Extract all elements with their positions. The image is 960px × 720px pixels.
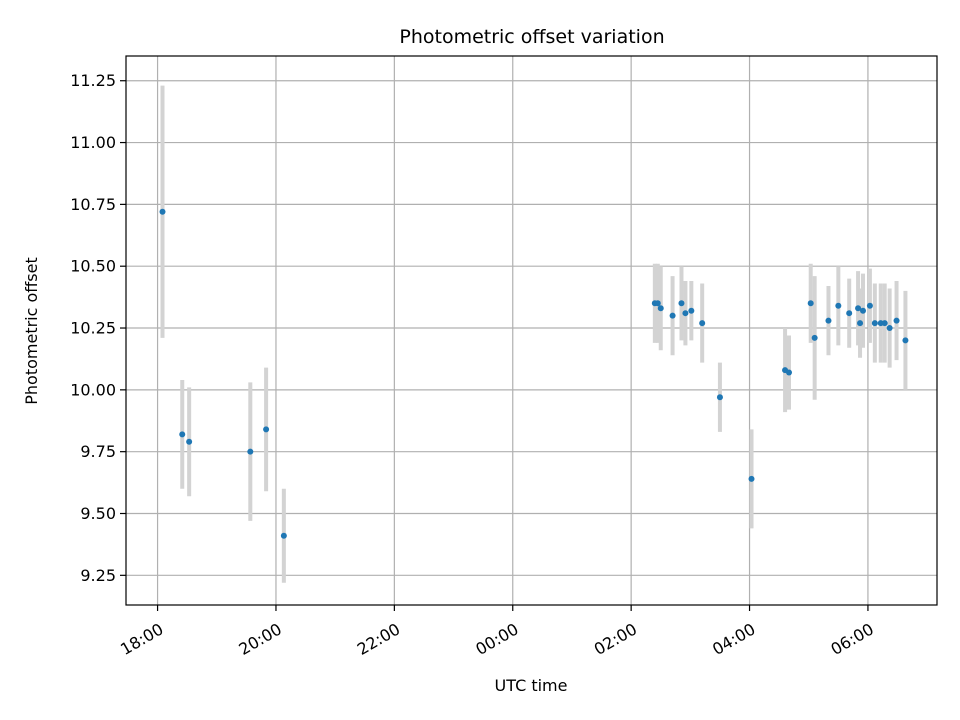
- y-tick-label: 9.75: [80, 442, 116, 461]
- data-point: [866, 302, 873, 309]
- data-point: [846, 310, 853, 317]
- y-tick-label: 11.25: [70, 71, 116, 90]
- data-point: [682, 310, 689, 317]
- grid: [126, 56, 937, 605]
- data-point: [247, 448, 254, 455]
- data-point: [699, 320, 706, 327]
- data-point: [688, 307, 695, 314]
- data-point: [855, 305, 862, 312]
- data-point: [280, 532, 287, 539]
- data-point: [893, 317, 900, 324]
- x-tick-label: 04:00: [709, 619, 758, 659]
- data-point: [263, 426, 270, 433]
- y-tick-label: 11.00: [70, 133, 116, 152]
- y-axis: 9.25 9.50 9.75 10.00 10.25 10.50 10.75 11.00 11.…: [70, 71, 126, 585]
- data-points: [159, 208, 909, 539]
- data-point: [871, 320, 878, 327]
- data-point: [825, 317, 832, 324]
- data-point: [669, 312, 676, 319]
- data-point: [678, 300, 685, 307]
- y-tick-label: 10.75: [70, 195, 116, 214]
- data-point: [857, 320, 864, 327]
- x-tick-label: 20:00: [236, 619, 285, 659]
- data-point: [716, 394, 723, 401]
- data-point: [807, 300, 814, 307]
- x-tick-label: 18:00: [117, 619, 166, 659]
- plot-frame: [125, 55, 938, 606]
- data-point: [860, 307, 867, 314]
- error-bars: [160, 85, 908, 583]
- data-point: [902, 337, 909, 344]
- y-axis-label: Photometric offset: [22, 257, 41, 405]
- y-tick-label: 9.50: [80, 504, 116, 523]
- y-tick-label: 10.50: [70, 257, 116, 276]
- data-point: [786, 369, 793, 376]
- x-tick-label: 02:00: [591, 619, 640, 659]
- data-point: [654, 300, 661, 307]
- x-axis-label: UTC time: [495, 676, 568, 695]
- x-tick-label: 06:00: [828, 619, 877, 659]
- data-point: [881, 320, 888, 327]
- data-point: [748, 475, 755, 482]
- y-tick-label: 10.00: [70, 380, 116, 399]
- x-tick-label: 00:00: [472, 619, 521, 659]
- x-tick-label: 22:00: [354, 619, 403, 659]
- data-point: [179, 431, 186, 438]
- x-axis: 18:00 20:00 22:00 00:00 02:00 04:00 06:00: [117, 605, 877, 659]
- chart-title: Photometric offset variation: [399, 26, 664, 48]
- data-point: [835, 302, 842, 309]
- y-tick-label: 10.25: [70, 319, 116, 338]
- data-point: [657, 305, 664, 312]
- data-point: [159, 208, 166, 215]
- y-tick-label: 9.25: [80, 566, 116, 585]
- data-point: [186, 438, 193, 445]
- data-point: [886, 325, 893, 332]
- data-point: [811, 334, 818, 341]
